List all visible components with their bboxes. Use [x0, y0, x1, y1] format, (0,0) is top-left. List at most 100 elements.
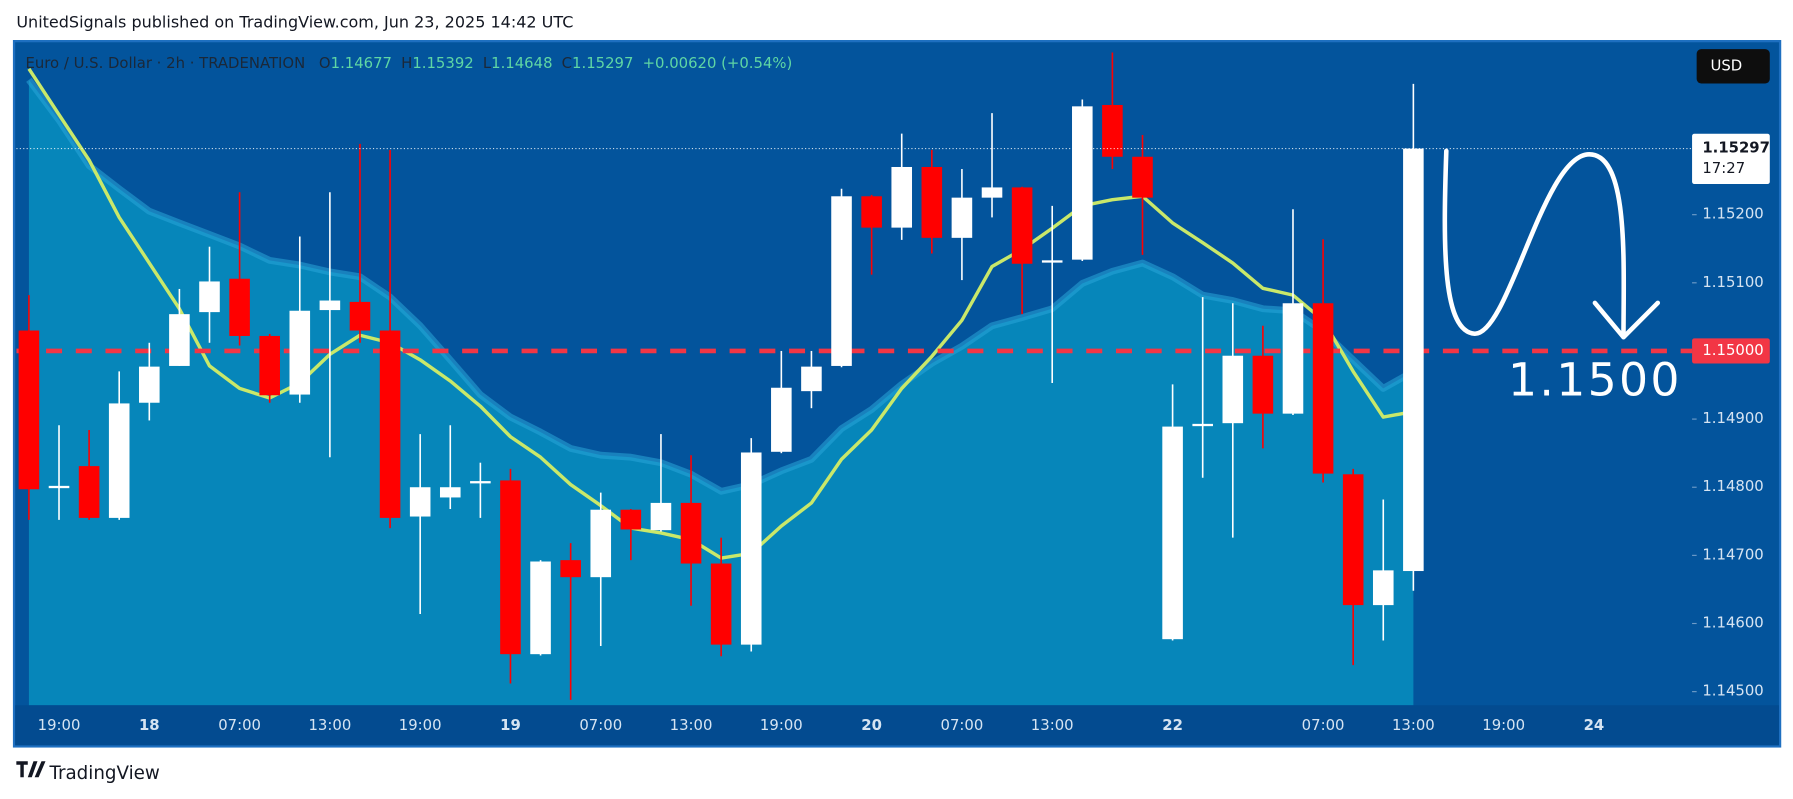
last-price-label: 1.15297	[1702, 139, 1770, 157]
x-tick-label: 19:00	[38, 716, 81, 734]
currency: USD	[1711, 56, 1743, 74]
x-tick-label: 07:00	[1302, 716, 1345, 734]
candle-body	[289, 310, 311, 395]
candle-body	[1252, 355, 1274, 414]
candle-body	[319, 300, 341, 311]
level-box	[1692, 338, 1770, 364]
candle-body	[801, 366, 822, 392]
candle-body	[439, 487, 461, 498]
axes: 1.14500 1.14600 1.14700 1.14800 1.14900 1.151…	[38, 133, 1770, 734]
legend-key: L	[483, 54, 492, 72]
x-tick-label: 18	[139, 716, 160, 734]
footer: TradingView	[48, 763, 159, 784]
candle-body	[861, 196, 882, 228]
y-tick-label: 1.14700	[1702, 545, 1763, 563]
candle-body	[680, 502, 702, 564]
overlay: 1.1500	[1442, 148, 1682, 406]
x-tick-label: 19:00	[1482, 716, 1525, 734]
candle-body	[470, 481, 491, 484]
candle-body	[1192, 423, 1213, 427]
candle-body	[500, 480, 521, 655]
x-tick-label: 07:00	[218, 716, 261, 734]
candle-body	[1312, 303, 1334, 474]
candle-body	[1041, 260, 1063, 263]
legend-value: 1.14677	[331, 54, 392, 72]
candle-body	[1372, 570, 1394, 606]
candle-body	[349, 301, 371, 331]
x-tick-label: 22	[1162, 716, 1183, 734]
x-tick-label: 07:00	[579, 716, 622, 734]
header: UnitedSignals published on TradingView.c…	[16, 12, 573, 31]
candle-body	[771, 387, 792, 452]
candle-body	[1222, 355, 1244, 424]
candle-body	[199, 281, 220, 313]
candle-body	[1403, 148, 1424, 572]
x-tick-label: 24	[1584, 716, 1605, 734]
candle-body	[560, 560, 581, 578]
candle-body	[981, 187, 1003, 198]
candle-body	[620, 509, 642, 530]
candle-body	[409, 487, 431, 517]
footer-logo	[16, 761, 46, 778]
candle-body	[921, 166, 943, 238]
countdown: 17:27	[1702, 159, 1745, 177]
y-tick-label: 1.15200	[1702, 205, 1763, 223]
legend-key: C	[562, 54, 572, 72]
legend-key: O	[319, 54, 331, 72]
candle-body	[530, 561, 551, 655]
candle-body	[1162, 426, 1183, 640]
x-tick-label: 19	[500, 716, 521, 734]
candle-body	[379, 330, 401, 518]
candle-body	[710, 563, 732, 645]
area-line	[26, 77, 1416, 495]
x-axis-band	[15, 705, 1779, 746]
candle-body	[831, 196, 852, 366]
candle-body	[108, 403, 130, 518]
candle-body	[1132, 156, 1153, 198]
level-label: 1.15000	[1702, 341, 1763, 359]
x-tick-label: 13:00	[308, 716, 351, 734]
candle-body	[1072, 106, 1093, 260]
legend-change: +0.00620 (+0.54%)	[643, 54, 793, 72]
area-fill	[28, 79, 1414, 706]
candle-body	[1282, 303, 1304, 414]
annotation: 1.1500	[1508, 353, 1682, 406]
candle-body	[1102, 104, 1123, 157]
legend-value: 1.15392	[412, 54, 473, 72]
x-tick-label: 13:00	[1392, 716, 1435, 734]
candle-body	[740, 452, 762, 645]
x-tick-label: 19:00	[760, 716, 803, 734]
y-tick-label: 1.14500	[1702, 682, 1763, 700]
candle-body	[590, 509, 612, 578]
y-tick-label: 1.14800	[1702, 477, 1763, 495]
candle-body	[139, 366, 160, 403]
last-price-box	[1692, 133, 1770, 185]
x-tick-label: 19:00	[399, 716, 442, 734]
x-tick-label: 20	[861, 716, 882, 734]
candle-body	[229, 278, 250, 336]
candle-body	[1011, 187, 1033, 264]
candle-body	[78, 466, 100, 518]
candle-body	[48, 485, 70, 489]
drawn-arrow	[1442, 148, 1661, 340]
legend-title: Euro / U.S. Dollar · 2h · TRADENATION	[25, 54, 305, 72]
currency-box	[1696, 49, 1770, 84]
x-tick-label: 13:00	[670, 716, 713, 734]
candle-body	[259, 335, 280, 396]
candle-body	[650, 502, 672, 531]
y-tick-label: 1.14600	[1702, 614, 1763, 632]
x-tick-label: 07:00	[941, 716, 984, 734]
candle-body	[891, 166, 913, 228]
legend: Euro / U.S. Dollar · 2h · TRADENATION O1.…	[25, 54, 792, 72]
candle-body	[1342, 474, 1364, 606]
y-tick-label: 1.14900	[1702, 409, 1763, 427]
y-tick-label: 1.15100	[1702, 273, 1763, 291]
candle-body	[951, 197, 973, 238]
plot-area	[16, 52, 1693, 706]
x-tick-label: 13:00	[1031, 716, 1074, 734]
legend-key: H	[401, 54, 412, 72]
candle-body	[18, 330, 40, 490]
legend-value: 1.14648	[491, 54, 552, 72]
legend-value: 1.15297	[572, 54, 633, 72]
